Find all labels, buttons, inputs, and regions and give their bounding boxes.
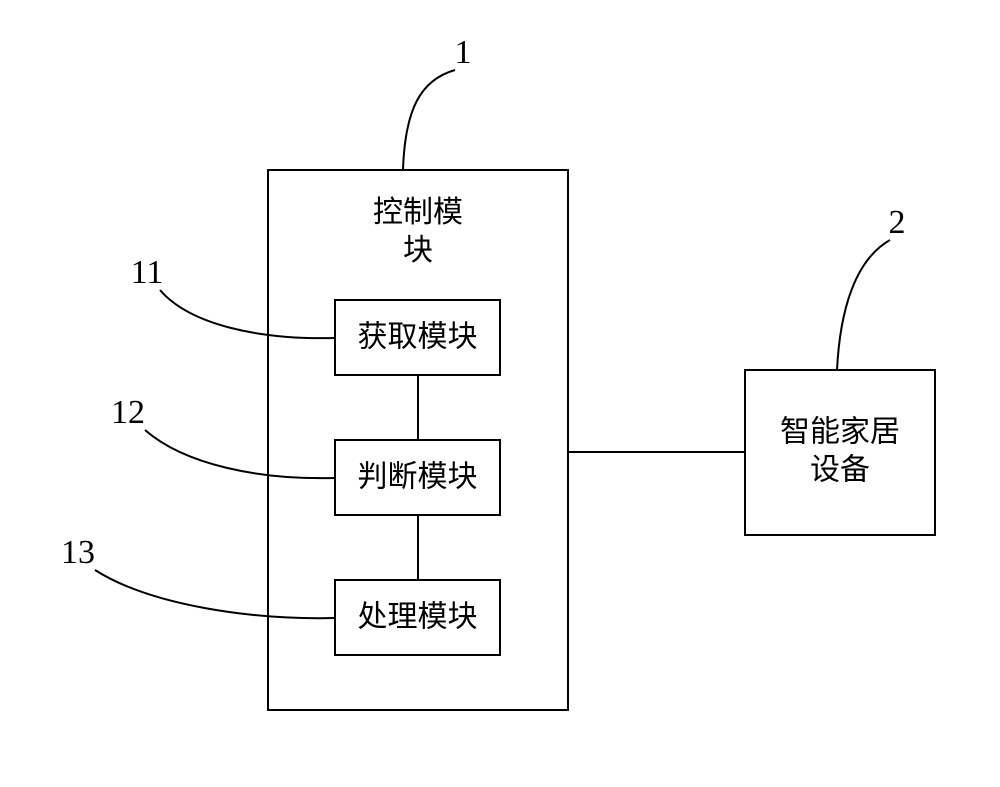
smart-home-device-label-line1: 智能家居 <box>780 415 900 448</box>
process-module-label: 处理模块 <box>358 600 478 633</box>
block-diagram: 控制模块获取模块判断模块处理模块智能家居设备12111213 <box>0 0 1000 787</box>
callout-number-11: 11 <box>131 254 164 291</box>
callout-leader-13 <box>95 570 335 618</box>
callout-leader-12 <box>145 430 335 478</box>
control-module-title-line2: 块 <box>403 234 433 267</box>
acquire-module-label: 获取模块 <box>358 320 478 353</box>
callout-leader-1 <box>403 70 455 170</box>
callout-number-13: 13 <box>61 534 95 571</box>
judge-module-label: 判断模块 <box>358 460 478 493</box>
callout-leader-11 <box>160 290 335 338</box>
smart-home-device-label-line2: 设备 <box>810 453 870 486</box>
callout-leader-2 <box>837 240 890 370</box>
control-module-title-line1: 控制模 <box>373 196 463 229</box>
callout-number-2: 2 <box>889 204 906 241</box>
callout-number-1: 1 <box>455 34 472 71</box>
callout-number-12: 12 <box>111 394 145 431</box>
